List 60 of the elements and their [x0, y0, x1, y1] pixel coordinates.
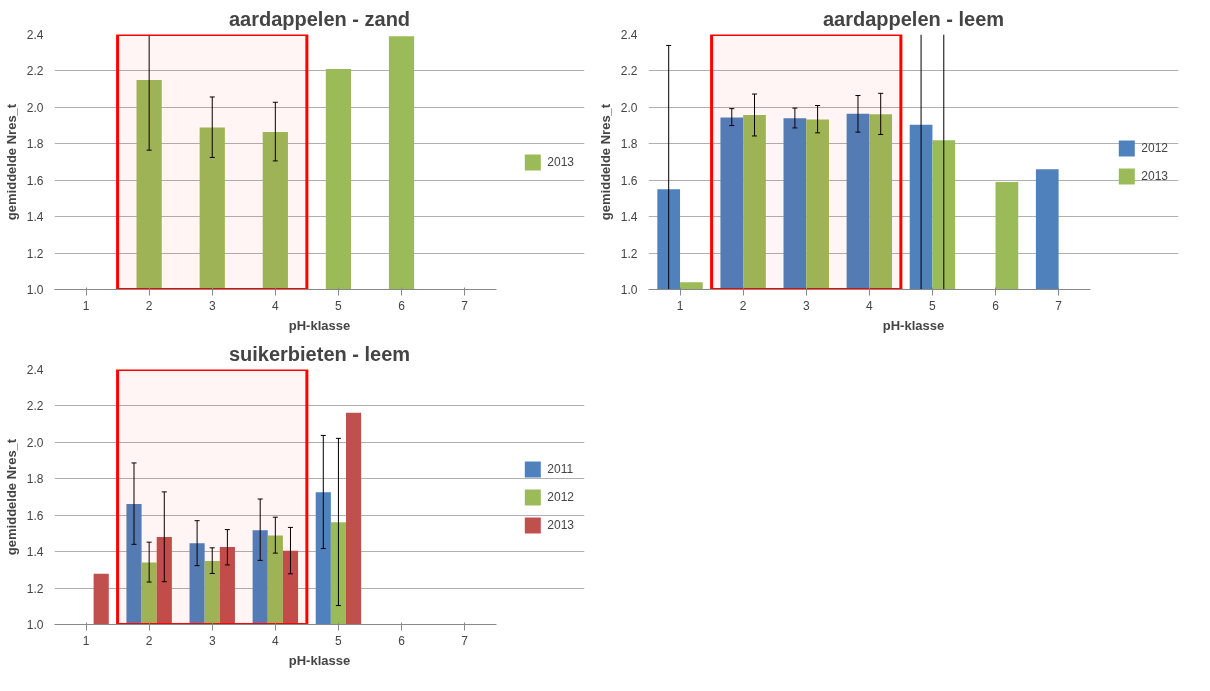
y-tick-label: 2.4	[620, 28, 638, 42]
x-tick-label: 1	[82, 633, 90, 648]
y-tick-label: 1.2	[26, 246, 44, 261]
y-tick-label: 1.0	[620, 283, 638, 297]
x-tick-label: 6	[398, 633, 406, 648]
y-tick-label: 1.6	[26, 173, 44, 188]
y-tick-label: 2.2	[26, 64, 44, 79]
x-tick-label: 3	[208, 633, 216, 648]
legend-label: 2011	[547, 461, 574, 476]
legend-label: 2012	[1141, 140, 1168, 155]
x-tick-label: 5	[335, 298, 343, 313]
x-tick-label: 3	[208, 298, 216, 313]
x-tick-label: 6	[398, 298, 406, 313]
legend-label: 2012	[547, 489, 574, 504]
y-tick-label: 1.4	[26, 545, 44, 560]
chart-title: aardappelen - leem	[822, 7, 1005, 30]
y-tick-label: 1.4	[620, 210, 638, 225]
legend-label: 2013	[547, 154, 574, 169]
x-tick-label: 6	[992, 298, 1000, 313]
y-axis-title: gemiddelde Nres_t	[3, 103, 19, 221]
x-tick-label: 2	[145, 298, 153, 313]
y-tick-label: 2.0	[26, 100, 44, 115]
x-tick-label: 2	[739, 298, 747, 313]
chart-title: aardappelen - zand	[228, 7, 411, 30]
y-tick-label: 2.0	[620, 100, 638, 115]
y-axis-title: gemiddelde Nres_t	[3, 438, 19, 556]
y-tick-label: 2.0	[26, 435, 44, 450]
chart-title: suikerbieten - leem	[228, 342, 411, 365]
legend-label: 2013	[547, 517, 574, 532]
y-tick-label: 1.8	[26, 137, 44, 152]
x-tick-label: 3	[802, 298, 810, 313]
x-tick-label: 4	[272, 298, 279, 313]
y-axis-title: gemiddelde Nres_t	[597, 103, 613, 221]
x-tick-label: 5	[335, 633, 343, 648]
y-tick-label: 1.4	[26, 210, 44, 225]
y-tick-label: 2.4	[26, 28, 44, 42]
y-tick-label: 1.8	[26, 472, 44, 487]
y-tick-label: 1.0	[26, 618, 44, 632]
y-tick-label: 1.2	[620, 246, 638, 261]
y-tick-label: 1.6	[620, 173, 638, 188]
x-tick-label: 1	[82, 298, 90, 313]
y-tick-label: 2.2	[26, 399, 44, 414]
x-tick-label: 5	[929, 298, 937, 313]
y-tick-label: 2.2	[620, 64, 638, 79]
legend-label: 2013	[1141, 168, 1168, 183]
y-tick-label: 1.2	[26, 581, 44, 596]
y-tick-label: 1.8	[620, 137, 638, 152]
x-axis-title: pH-klasse	[288, 652, 351, 668]
x-tick-label: 7	[1055, 298, 1063, 313]
x-tick-label: 7	[461, 633, 469, 648]
y-tick-label: 2.4	[26, 363, 44, 377]
x-tick-label: 1	[676, 298, 684, 313]
x-axis-title: pH-klasse	[882, 317, 945, 333]
y-tick-label: 1.0	[26, 283, 44, 297]
x-tick-label: 4	[866, 298, 873, 313]
x-tick-label: 7	[461, 298, 469, 313]
x-tick-label: 4	[272, 633, 279, 648]
y-tick-label: 1.6	[26, 508, 44, 523]
x-tick-label: 2	[145, 633, 153, 648]
x-axis-title: pH-klasse	[288, 317, 351, 333]
